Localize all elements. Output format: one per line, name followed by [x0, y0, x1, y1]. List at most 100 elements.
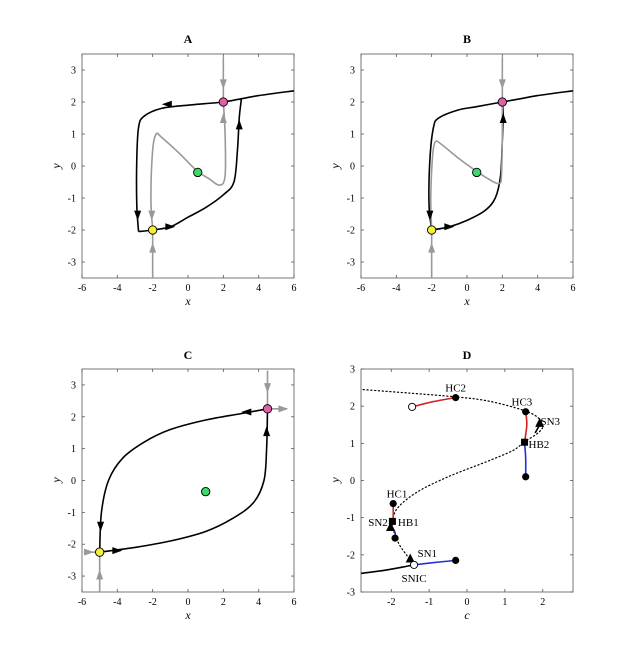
y-tick-label: 0: [71, 476, 76, 487]
direction-arrow: [278, 405, 289, 413]
x-tick-label: 4: [256, 597, 261, 608]
x-tick-label: 1: [502, 597, 507, 608]
y-tick-label: 2: [71, 412, 76, 423]
y-tick-label: 0: [350, 162, 355, 173]
x-tick-label: 2: [540, 597, 545, 608]
bifurcation-marker: [388, 517, 396, 525]
series-line: [138, 98, 242, 233]
y-tick-label: 1: [350, 130, 355, 141]
series-line: [413, 559, 456, 566]
panel-title-d: D: [463, 348, 472, 362]
x-tick-label: 0: [186, 597, 191, 608]
y-tick-label: 1: [71, 444, 76, 455]
direction-arrow: [498, 79, 506, 90]
plot-content-a: -6 -4 -2 0 2 4 6 -3 -2 -1 0 1 2 3: [68, 54, 297, 294]
bifurcation-marker: [386, 521, 396, 531]
direction-arrow: [112, 547, 123, 555]
direction-arrow: [235, 119, 243, 130]
y-axis-label-c: y: [49, 477, 63, 484]
equilibrium-point: [148, 225, 158, 235]
bifurcation-label: SNIC: [401, 573, 426, 585]
series-line: [150, 101, 227, 231]
y-tick-label: -1: [68, 508, 76, 519]
y-tick-label: 2: [350, 98, 355, 109]
x-tick-label: -4: [392, 283, 400, 294]
plot-area-d: [360, 368, 574, 593]
x-tick-label: 0: [186, 283, 191, 294]
bifurcation-marker: [389, 499, 397, 508]
series-line: [135, 90, 295, 232]
bifurcation-label: SN2: [368, 517, 388, 529]
y-axis-label-a: y: [49, 163, 63, 170]
x-tick-label: 0: [465, 283, 470, 294]
bifurcation-marker: [522, 473, 530, 481]
plot-content-d: -2 -1 0 1 2 -3 -2 -1 0 1 2 3 HC2 HC3 SN3 HB2 HC1 SN2 HB1 SN…: [347, 365, 573, 608]
x-tick-label: 6: [292, 283, 297, 294]
x-tick-label: 2: [221, 283, 226, 294]
y-tick-label: 3: [71, 66, 76, 77]
direction-arrow: [148, 210, 156, 221]
direction-arrow: [84, 548, 95, 556]
panel-d: D -2 -1 0 1 2 -3 -2 -1 0 1 2 3 HC2 HC3 SN3 HB2 HC1 SN2 HB1…: [328, 348, 574, 622]
series-line: [98, 408, 268, 553]
equilibrium-point: [193, 167, 203, 178]
equilibrium-point: [262, 404, 273, 414]
bifurcation-label: HB1: [398, 517, 419, 529]
direction-arrow: [134, 210, 142, 221]
direction-arrow: [499, 113, 507, 123]
x-tick-label: 6: [571, 283, 576, 294]
bifurcation-label: HB2: [529, 439, 550, 451]
bifurcation-marker: [391, 534, 399, 542]
series-line: [360, 388, 544, 443]
bifurcation-marker: [405, 553, 415, 563]
y-tick-label: -3: [68, 258, 76, 269]
direction-arrow: [263, 426, 271, 437]
y-tick-label: 2: [350, 402, 355, 413]
bifurcation-label: HC3: [512, 397, 533, 409]
bifurcation-marker: [535, 417, 545, 427]
series-line: [523, 411, 528, 443]
plot-area-b: [360, 53, 574, 279]
x-axis-label-b: x: [463, 294, 470, 308]
plot-area-c: [81, 368, 295, 593]
y-tick-label: -2: [347, 550, 355, 561]
x-axis-label-a: x: [184, 294, 191, 308]
plot-content-c: -6 -4 -2 0 2 4 6 -3 -2 -1 0 1 2 3: [68, 369, 297, 608]
series-line: [99, 408, 269, 553]
x-tick-label: -6: [78, 597, 86, 608]
x-tick-label: -2: [427, 283, 435, 294]
y-axis-label-b: y: [328, 163, 342, 170]
equilibrium-point: [95, 547, 105, 557]
y-tick-label: 2: [71, 98, 76, 109]
bifurcation-marker: [452, 394, 460, 402]
panel-title-a: A: [184, 32, 193, 46]
direction-arrow: [149, 242, 157, 253]
direction-arrow: [219, 79, 227, 90]
plot-area-a: [81, 53, 295, 279]
x-tick-label: 2: [221, 597, 226, 608]
bifurcation-marker: [409, 560, 419, 569]
series-line: [523, 442, 527, 477]
x-tick-label: -2: [148, 597, 156, 608]
x-tick-label: -4: [113, 283, 121, 294]
x-tick-label: 2: [500, 283, 505, 294]
x-tick-label: 0: [465, 597, 470, 608]
x-axis-label-c: x: [184, 608, 191, 622]
y-tick-label: 1: [350, 439, 355, 450]
direction-arrow: [428, 242, 436, 253]
x-tick-label: 4: [535, 283, 540, 294]
direction-arrow: [165, 223, 176, 231]
y-tick-label: -2: [68, 540, 76, 551]
plot-content-b: -6 -4 -2 0 2 4 6 -3 -2 -1 0 1 2 3: [347, 54, 576, 294]
panel-b: B -6 -4 -2 0 2 4 6 -3 -2 -1 0 1 2 3 x y: [328, 32, 576, 308]
y-tick-label: 3: [71, 380, 76, 391]
y-tick-label: -1: [68, 194, 76, 205]
x-tick-label: -2: [148, 283, 156, 294]
direction-arrow: [97, 521, 105, 532]
y-tick-label: -3: [68, 572, 76, 583]
equilibrium-point: [427, 225, 437, 235]
x-tick-label: -4: [113, 597, 121, 608]
x-tick-label: 6: [292, 597, 297, 608]
series-line: [429, 101, 504, 231]
